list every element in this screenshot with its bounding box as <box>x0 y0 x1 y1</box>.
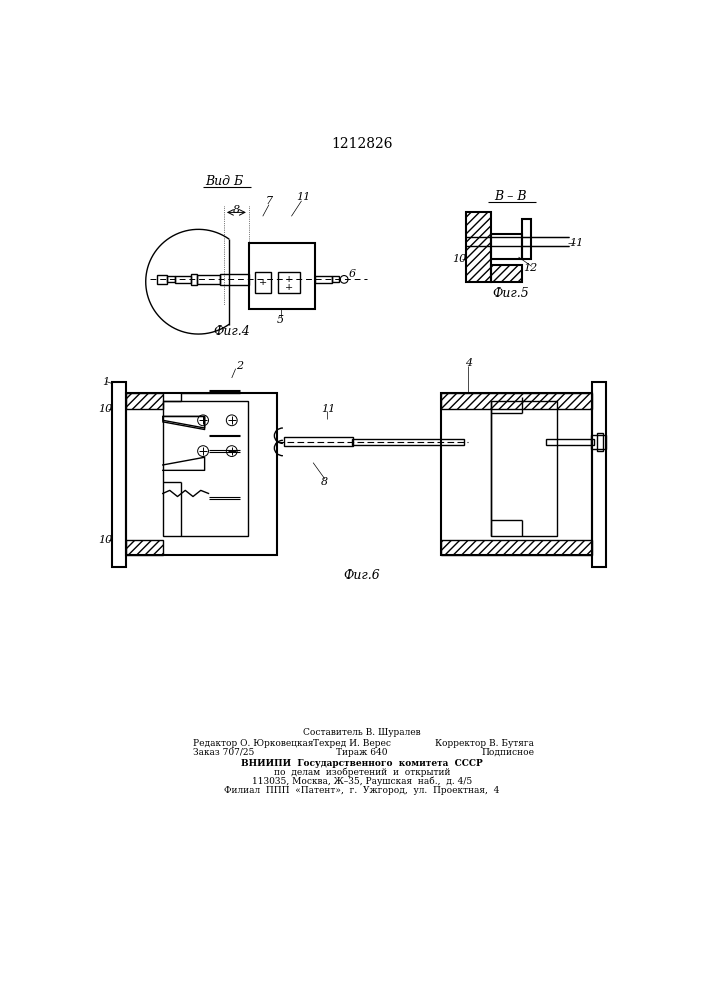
Bar <box>315 276 332 283</box>
Bar <box>441 393 592 409</box>
Bar <box>491 265 522 282</box>
Text: 10: 10 <box>98 404 112 414</box>
Bar <box>191 274 197 285</box>
Bar <box>163 401 248 536</box>
Text: В – В: В – В <box>494 190 527 204</box>
Text: Подписное: Подписное <box>481 748 534 757</box>
Bar <box>352 439 464 445</box>
Text: Корректор В. Бутяга: Корректор В. Бутяга <box>435 739 534 748</box>
Text: 2: 2 <box>236 361 243 371</box>
Text: 10: 10 <box>452 254 467 264</box>
Text: +: + <box>259 278 267 287</box>
Text: Тираж 640: Тираж 640 <box>337 748 387 757</box>
Text: Фиг.6: Фиг.6 <box>344 569 380 582</box>
Text: Фиг.5: Фиг.5 <box>492 287 529 300</box>
Bar <box>441 393 592 555</box>
Text: 8: 8 <box>321 477 328 487</box>
Bar <box>522 219 531 259</box>
Text: 6: 6 <box>349 269 356 279</box>
Text: 8: 8 <box>233 205 240 215</box>
Text: Редактор О. Юрковецкая: Редактор О. Юрковецкая <box>193 739 313 748</box>
Bar <box>284 437 354 446</box>
Text: 1: 1 <box>102 377 109 387</box>
Text: Составитель В. Шуралев: Составитель В. Шуралев <box>303 728 421 737</box>
Text: Техред И. Верес: Техред И. Верес <box>313 739 391 748</box>
Text: Вид Б: Вид Б <box>205 175 243 188</box>
Bar <box>466 212 491 282</box>
Text: 11: 11 <box>570 238 584 248</box>
Bar <box>126 540 163 555</box>
Bar <box>249 243 315 309</box>
Text: по  делам  изобретений  и  открытий: по делам изобретений и открытий <box>274 767 450 777</box>
Text: 113035, Москва, Ж–35, Раушская  наб.,  д. 4/5: 113035, Москва, Ж–35, Раушская наб., д. … <box>252 777 472 786</box>
Text: +: + <box>285 283 293 292</box>
Bar <box>592 382 606 567</box>
Bar <box>112 382 126 567</box>
Bar <box>491 234 522 259</box>
Bar <box>546 439 594 445</box>
Text: 4: 4 <box>464 358 472 368</box>
Text: 7: 7 <box>265 196 272 206</box>
Bar <box>126 393 163 409</box>
Bar <box>441 540 592 555</box>
Text: 12: 12 <box>523 263 537 273</box>
Bar <box>441 393 592 409</box>
Text: 11: 11 <box>322 404 336 414</box>
Bar <box>597 433 603 451</box>
Bar <box>197 275 220 284</box>
Text: 5: 5 <box>277 315 284 325</box>
Text: Филиал  ППП  «Патент»,  г.  Ужгород,  ул.  Проектная,  4: Филиал ППП «Патент», г. Ужгород, ул. Про… <box>224 786 500 795</box>
Text: 10: 10 <box>98 535 112 545</box>
Bar <box>126 393 276 555</box>
Text: ВНИИПИ  Государственного  комитета  СССР: ВНИИПИ Государственного комитета СССР <box>241 759 483 768</box>
Text: Фиг.4: Фиг.4 <box>214 325 250 338</box>
Bar <box>168 276 175 282</box>
Text: Заказ 707/25: Заказ 707/25 <box>193 748 255 757</box>
Bar <box>590 435 606 449</box>
Text: +: + <box>285 275 293 284</box>
Bar <box>491 401 557 536</box>
Bar <box>279 272 300 293</box>
Text: 1212826: 1212826 <box>331 137 392 151</box>
Bar <box>332 276 339 282</box>
Bar <box>156 275 168 284</box>
Bar <box>220 274 249 285</box>
Bar <box>255 272 271 293</box>
Bar <box>441 540 592 555</box>
Bar <box>126 540 163 555</box>
Bar <box>175 276 191 283</box>
Text: 11: 11 <box>297 192 311 202</box>
Bar <box>126 393 163 409</box>
